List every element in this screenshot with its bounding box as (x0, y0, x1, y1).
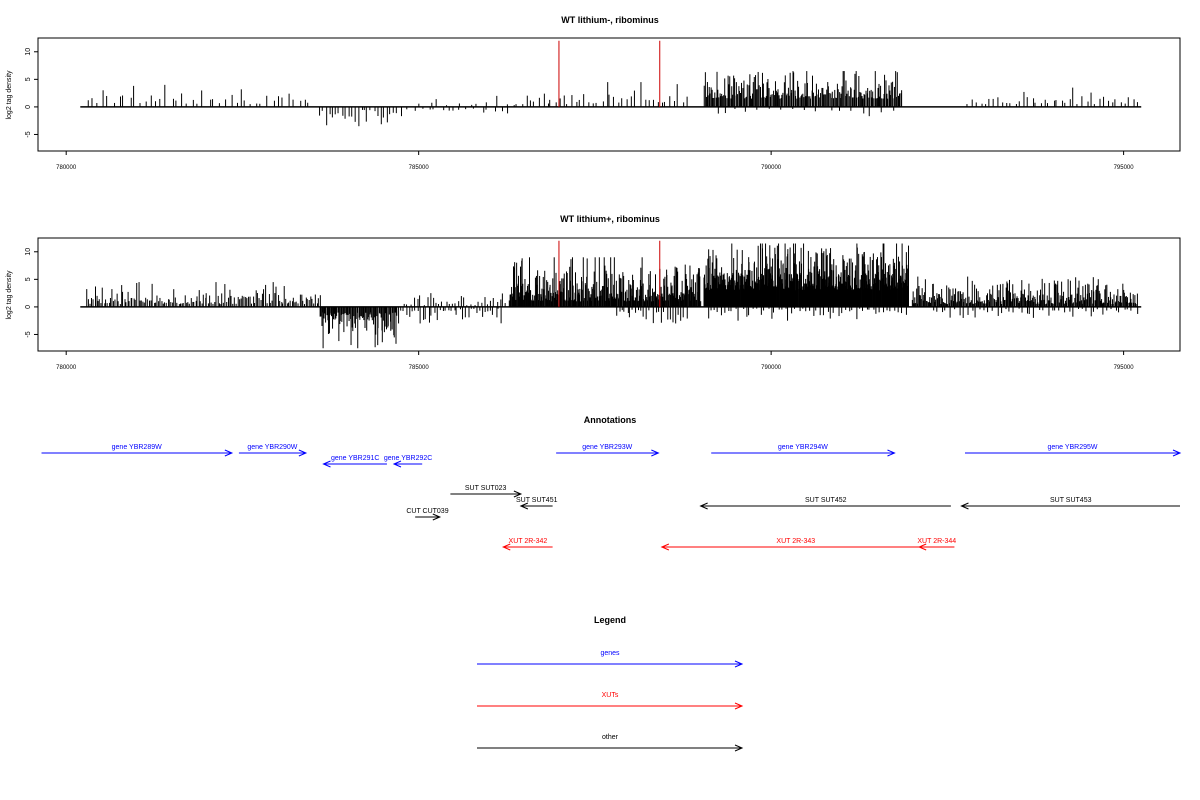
annotation-arrow: gene YBR291C (322, 455, 387, 468)
annotation-arrow: gene YBR292C (384, 455, 433, 468)
annotation-label: gene YBR292C (384, 455, 433, 462)
y-tick-label: 5 (25, 277, 32, 281)
annotation-arrow: gene YBR295W (964, 444, 1182, 457)
x-tick-label: 780000 (56, 165, 77, 171)
annotation-label: SUT SUT452 (805, 497, 847, 504)
annotation-label: XUT 2R-342 (509, 538, 548, 545)
legend-items: genes XUTs other (477, 650, 744, 752)
y-axis: -5 0 5 10 (25, 248, 38, 338)
y-tick-label: -5 (25, 131, 32, 137)
annotation-label: SUT SUT453 (1050, 497, 1092, 504)
annotation-arrow: gene YBR293W (556, 444, 660, 457)
y-axis-label: log2 tag density (6, 70, 13, 120)
annotation-label: gene YBR295W (1047, 444, 1097, 451)
annotation-label: XUT 2R-344 (917, 538, 956, 545)
red-markers (558, 40, 661, 107)
annotation-label: gene YBR289W (112, 444, 162, 451)
y-axis-label: log2 tag density (6, 270, 13, 320)
annotation-arrow: XUT 2R-344 (917, 538, 956, 551)
annotation-arrow: gene YBR294W (711, 444, 896, 457)
annotation-arrow: gene YBR290W (238, 444, 308, 457)
arrow-head (960, 502, 969, 510)
arrow-head (298, 449, 308, 457)
arrow-head (1172, 449, 1182, 457)
x-tick-label: 790000 (761, 365, 782, 371)
arrow-head (887, 449, 896, 457)
y-tick-label: 5 (25, 77, 32, 81)
y-axis: -5 0 5 10 (25, 48, 38, 138)
arrow-head (917, 543, 927, 551)
red-markers (558, 240, 661, 307)
annotation-arrow: SUT SUT453 (960, 497, 1180, 510)
y-tick-label: 10 (25, 248, 32, 256)
annotation-label: SUT SUT023 (465, 485, 507, 492)
legend-item-genes: genes (477, 650, 744, 668)
annotation-label: XUT 2R-343 (776, 538, 815, 545)
density-bars (80, 243, 1142, 349)
panel-title: WT lithium+, ribominus (560, 214, 660, 224)
panel-title: WT lithium-, ribominus (561, 15, 659, 25)
legend-item-XUTs: XUTs (477, 692, 744, 710)
annotation-label: gene YBR290W (247, 444, 297, 451)
arrow-head (322, 460, 331, 468)
annotation-label: gene YBR293W (582, 444, 632, 451)
y-tick-label: 10 (25, 48, 32, 56)
legend-arrow-head (734, 744, 744, 752)
x-axis: 780000 785000 790000 795000 (56, 151, 1134, 171)
annotation-arrow: SUT SUT452 (699, 497, 951, 510)
annotation-label: CUT CUT039 (406, 508, 448, 515)
density-panel-lithium-minus: WT lithium-, ribominus log2 tag density … (6, 15, 1181, 171)
x-axis: 780000 785000 790000 795000 (56, 351, 1134, 371)
legend-arrow-head (734, 660, 744, 668)
annotation-arrow: XUT 2R-343 (660, 538, 930, 551)
arrow-head (651, 449, 660, 457)
x-tick-label: 795000 (1114, 365, 1135, 371)
annotation-arrow: SUT SUT023 (450, 485, 523, 498)
annotations-title: Annotations (584, 415, 637, 425)
arrow-head (699, 502, 708, 510)
arrow-head (660, 543, 670, 551)
annotation-label: gene YBR294W (778, 444, 828, 451)
density-panel-lithium-plus: WT lithium+, ribominus log2 tag density … (6, 214, 1181, 371)
arrow-head (519, 502, 529, 510)
arrow-head (513, 490, 523, 498)
annotation-arrow: SUT SUT451 (516, 497, 558, 510)
arrow-head (392, 460, 402, 468)
feature-arrows: gene YBR289W gene YBR290W gene YBR291C gene… (41, 444, 1182, 551)
legend-label: other (602, 734, 619, 741)
legend-item-other: other (477, 734, 744, 752)
y-tick-label: -5 (25, 331, 32, 337)
annotation-label: SUT SUT451 (516, 497, 558, 504)
x-tick-label: 790000 (761, 165, 782, 171)
legend-arrow-head (734, 702, 744, 710)
legend-title: Legend (594, 615, 626, 625)
x-tick-label: 785000 (409, 365, 430, 371)
annotation-label: gene YBR291C (331, 455, 380, 462)
arrow-head (432, 513, 442, 521)
y-tick-label: 0 (25, 105, 32, 109)
arrow-head (224, 449, 234, 457)
annotation-arrow: gene YBR289W (41, 444, 234, 457)
density-bars (80, 71, 1142, 127)
legend-label: genes (600, 650, 620, 657)
plot-frame (37, 37, 1181, 152)
legend: Legend genes XUTs other (477, 615, 744, 752)
x-tick-label: 785000 (409, 165, 430, 171)
plot-frame (37, 237, 1181, 352)
y-tick-label: 0 (25, 305, 32, 309)
legend-label: XUTs (602, 692, 619, 699)
x-tick-label: 795000 (1114, 165, 1135, 171)
annotations-panel: Annotations gene YBR289W gene YBR290Wgene… (41, 415, 1182, 551)
annotation-arrow: CUT CUT039 (406, 508, 449, 521)
arrow-head (501, 543, 511, 551)
annotation-arrow: XUT 2R-342 (501, 538, 553, 551)
x-tick-label: 780000 (56, 365, 77, 371)
